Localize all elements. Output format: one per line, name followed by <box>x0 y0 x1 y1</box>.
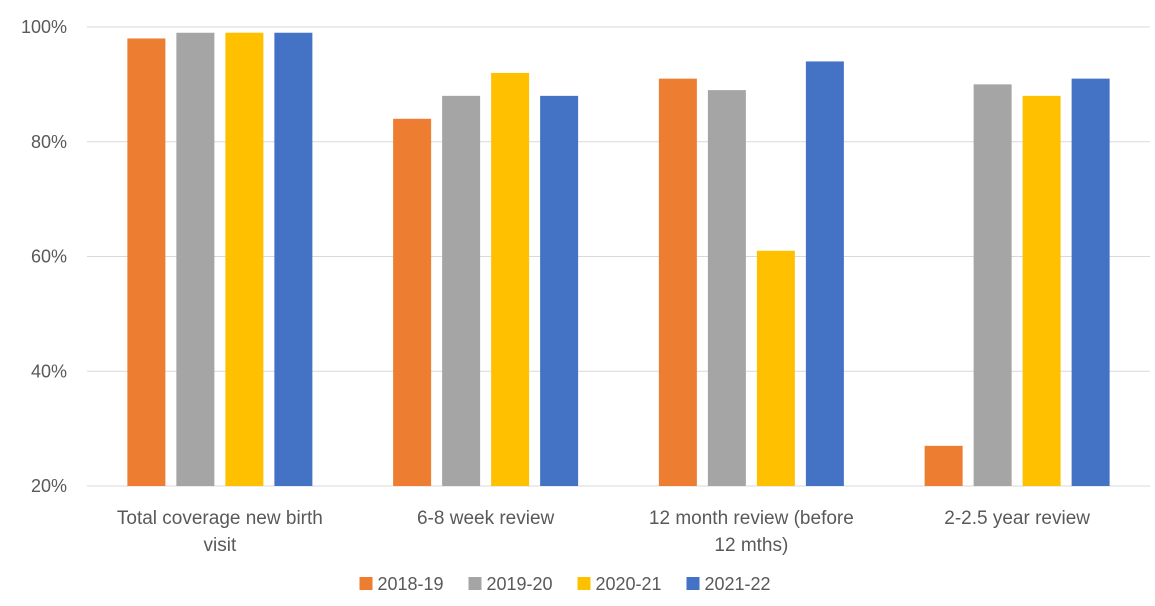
bar-2018-19 <box>127 38 166 486</box>
legend-label: 2018-19 <box>378 574 444 594</box>
y-tick-label: 60% <box>31 247 67 267</box>
y-axis-tick-labels: 20% 40% 60% 80% 100% <box>21 17 67 496</box>
y-tick-label: 100% <box>21 17 67 37</box>
bar-2019-20 <box>973 84 1012 486</box>
y-tick-label: 20% <box>31 476 67 496</box>
bar-2019-20 <box>707 90 746 487</box>
bar-2019-20 <box>442 95 481 486</box>
x-axis-category-labels: Total coverage new birth visit 6-8 week re… <box>117 508 1090 556</box>
gridlines <box>87 26 1150 487</box>
bar-2021-22 <box>805 61 844 487</box>
bar-2018-19 <box>658 78 697 486</box>
y-tick-label: 80% <box>31 132 67 152</box>
bar-2020-21 <box>491 72 530 487</box>
legend-label: 2019-20 <box>487 574 553 594</box>
bar-2018-19 <box>393 118 432 487</box>
bar-2018-19 <box>924 445 963 486</box>
legend: 2018-19 2019-20 2020-21 2021-22 <box>359 574 771 594</box>
bar-2021-22 <box>274 32 313 487</box>
bar-2020-21 <box>1022 95 1061 486</box>
legend-label: 2020-21 <box>596 574 662 594</box>
legend-swatch <box>577 577 591 590</box>
bar-2020-21 <box>225 32 264 487</box>
bar-2021-22 <box>1071 78 1110 486</box>
legend-label: 2021-22 <box>705 574 771 594</box>
bar-2021-22 <box>540 95 579 486</box>
bars <box>127 32 1110 487</box>
bar-2020-21 <box>756 250 795 486</box>
bar-2019-20 <box>176 32 215 487</box>
legend-swatch <box>686 577 700 590</box>
legend-swatch <box>359 577 373 590</box>
x-category-label: 6-8 week review <box>417 508 555 529</box>
legend-swatch <box>468 577 482 590</box>
y-tick-label: 40% <box>31 361 67 381</box>
x-category-label: 2-2.5 year review <box>944 508 1090 529</box>
x-category-label: 12 month review (before 12 mths) <box>649 508 854 556</box>
x-category-label: Total coverage new birth visit <box>117 508 323 556</box>
